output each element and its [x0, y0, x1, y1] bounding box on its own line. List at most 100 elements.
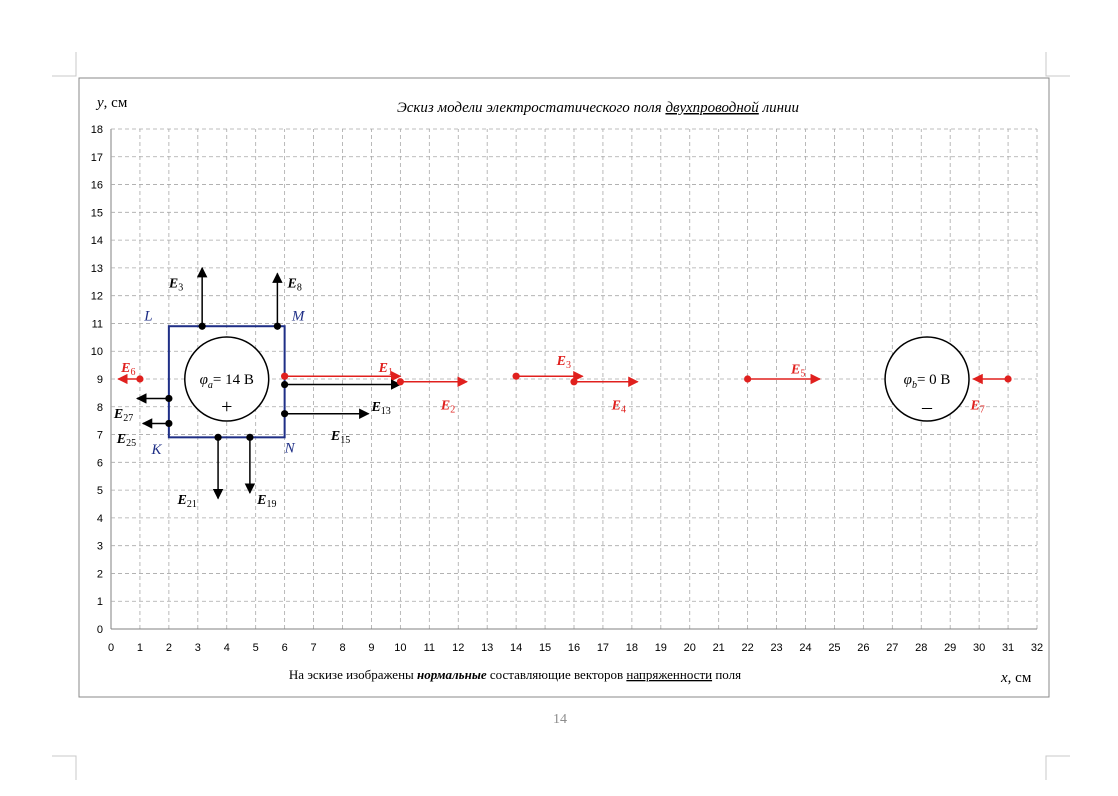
y-tick-label: 3 [97, 541, 103, 553]
y-axis-title: y, см [95, 95, 128, 111]
y-tick-label: 1 [97, 596, 103, 608]
vector-label: E27 [113, 407, 133, 424]
y-tick-label: 16 [91, 180, 103, 192]
x-tick-label: 8 [339, 642, 345, 654]
x-tick-label: 31 [1002, 642, 1014, 654]
vector-e4: E4 [574, 376, 639, 416]
y-tick-label: 2 [97, 568, 103, 580]
x-tick-label: 7 [311, 642, 317, 654]
vector-label: E2 [440, 399, 455, 416]
crop-marks [52, 52, 1070, 780]
vector-e3r: E3 [516, 354, 584, 382]
vector-e13: E13 [284, 400, 391, 419]
x-tick-label: 32 [1031, 642, 1043, 654]
x-tick-label: 29 [944, 642, 956, 654]
y-tick-label: 10 [91, 346, 103, 358]
figure-title: Эскиз модели электростатического поля дв… [397, 100, 799, 116]
x-tick-label: 19 [655, 642, 667, 654]
y-tick-label: 11 [92, 318, 103, 330]
figure-caption: На эскизе изображены нормальные составля… [289, 667, 741, 682]
y-tick-label: 6 [97, 457, 103, 469]
vector-label: E4 [611, 399, 626, 416]
y-tick-label: 5 [97, 485, 103, 497]
vector-label: E5 [790, 362, 805, 379]
page-number: 14 [553, 712, 567, 727]
x-tick-label: 16 [568, 642, 580, 654]
x-tick-label: 18 [626, 642, 638, 654]
x-tick-label: 4 [224, 642, 230, 654]
field-point [512, 372, 520, 380]
x-tick-label: 15 [539, 642, 551, 654]
point-label-m: M [291, 309, 306, 325]
field-point [281, 410, 289, 418]
x-tick-label: 26 [857, 642, 869, 654]
grid [110, 128, 1038, 630]
wire-b: φb= 0 В – [884, 336, 970, 422]
wire-circle [184, 336, 270, 422]
field-point [165, 394, 173, 403]
field-point [273, 322, 281, 330]
y-tick-label: 13 [91, 263, 103, 275]
x-tick-label: 12 [452, 642, 464, 654]
vector-e7: E7 [969, 373, 1009, 416]
x-tick-label: 3 [195, 642, 201, 654]
x-tick-label: 17 [597, 642, 609, 654]
x-axis-title: x, см [1000, 670, 1032, 686]
vector-e5: E5 [747, 362, 822, 385]
vector-label: E13 [370, 400, 390, 417]
field-point [396, 378, 404, 386]
vector-e19: E19 [244, 437, 276, 510]
point-label-n: N [284, 441, 296, 457]
vector-label: E21 [177, 493, 197, 510]
point-label-k: K [151, 442, 163, 458]
field-point [744, 375, 752, 383]
x-tick-label: 10 [394, 642, 406, 654]
vector-label: E8 [287, 276, 302, 293]
x-tick-label: 28 [915, 642, 927, 654]
x-tick-label: 21 [713, 642, 725, 654]
y-tick-label: 8 [97, 402, 103, 414]
field-point [570, 378, 578, 386]
vector-label: E7 [969, 399, 984, 416]
field-point [1004, 375, 1012, 383]
y-tick-label: 14 [91, 235, 103, 247]
x-tick-label: 27 [886, 642, 898, 654]
x-tick-label: 25 [828, 642, 840, 654]
field-point [281, 372, 289, 380]
wire-potential-label: φb= 0 В [904, 372, 951, 391]
field-point [165, 419, 173, 428]
x-tick-label: 2 [166, 642, 172, 654]
vector-label: E19 [256, 493, 276, 510]
y-tick-label: 18 [91, 124, 103, 136]
x-tick-label: 30 [973, 642, 985, 654]
wire-charge-sign: + [221, 396, 232, 418]
vector-e21: E21 [177, 437, 224, 510]
vector-e8: E8 [272, 272, 302, 327]
x-tick-label: 5 [253, 642, 259, 654]
vector-label: E3 [556, 354, 571, 371]
x-tick-label: 20 [684, 642, 696, 654]
wire-circle [884, 336, 970, 422]
x-tick-label: 9 [368, 642, 374, 654]
y-tick-label: 17 [91, 152, 103, 164]
vector-e15: E15 [284, 379, 402, 446]
vector-e1: E1 [284, 361, 402, 382]
x-tick-label: 13 [481, 642, 493, 654]
vector-label: E15 [330, 429, 350, 446]
wire-a: φa= 14 В + [184, 336, 270, 422]
x-tick-label: 11 [424, 642, 435, 654]
field-point [198, 322, 206, 330]
x-tick-label: 1 [137, 642, 143, 654]
vector-label: E1 [378, 361, 393, 378]
point-label-l: L [143, 309, 152, 325]
vector-label: E6 [120, 361, 135, 378]
field-point [136, 375, 144, 383]
field-point [246, 433, 254, 441]
wires: φa= 14 В + φb= 0 В – [184, 336, 970, 422]
wire-charge-sign: – [921, 396, 933, 418]
vector-e27: E27 [113, 393, 169, 424]
y-tick-label: 15 [91, 207, 103, 219]
tick-labels: 0 1 2 3 4 5 6 7 8 9 10 11 12 13 14 15 16 17 18 19 20 21 22 23 24… [91, 124, 1043, 654]
y-tick-label: 12 [91, 291, 103, 303]
